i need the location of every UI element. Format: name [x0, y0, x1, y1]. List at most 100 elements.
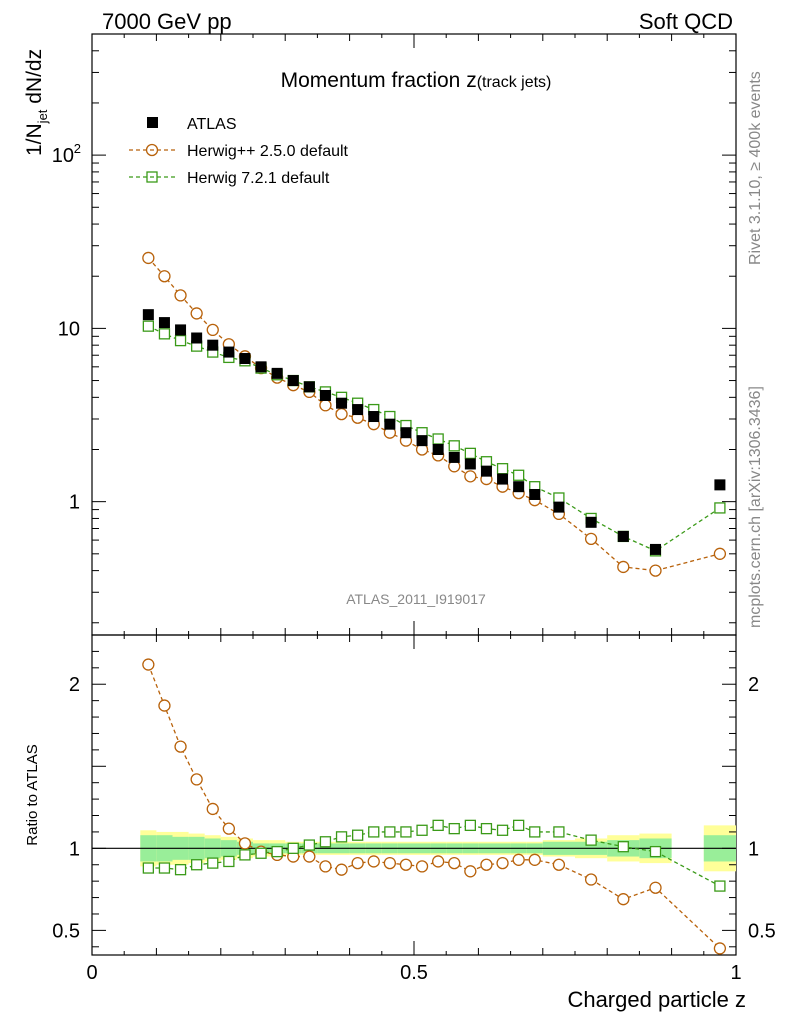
atlas-main-point	[142, 309, 154, 321]
ratio-y-tick-label-right: 1	[748, 838, 759, 860]
analysis-id: ATLAS_2011_I919017	[346, 591, 486, 607]
herwig7-ratio-point	[158, 862, 171, 874]
atlas-main-point	[529, 488, 541, 500]
herwig7-ratio-point	[480, 822, 493, 835]
atlas-main-point	[223, 346, 235, 358]
herwigpp-main-point	[319, 399, 332, 412]
herwig7-ratio-point	[142, 862, 155, 874]
atlas-main-point	[432, 443, 444, 455]
herwigpp-ratio-point	[496, 856, 509, 870]
herwig7-main-point	[432, 433, 444, 445]
herwigpp-ratio-point	[222, 822, 236, 835]
ratio-series	[142, 658, 727, 955]
herwigpp-main-point	[649, 564, 662, 577]
herwig7-ratio-point	[335, 831, 348, 843]
herwigpp-main-point	[174, 289, 187, 302]
herwigpp-ratio-point	[584, 873, 598, 886]
atlas-main-point	[303, 381, 315, 393]
ratio-y-tick-label-right: 2	[748, 674, 759, 696]
herwigpp-ratio-point	[383, 856, 397, 870]
herwig7-ratio-point	[400, 826, 412, 838]
herwig7-ratio-point	[496, 824, 509, 836]
plot-title-var: z	[466, 69, 477, 92]
y-axis-label: 1/Njet dN/dz	[23, 49, 50, 156]
herwigpp-main-point	[190, 307, 203, 320]
atlas-main-point	[287, 375, 299, 387]
herwig7-main-point	[448, 440, 460, 452]
atlas-main-point	[416, 435, 428, 447]
atlas-main-point	[319, 389, 331, 401]
herwig7-ratio-point	[432, 819, 444, 832]
atlas-main-point	[158, 317, 170, 329]
herwigpp-ratio-point	[552, 858, 566, 871]
herwigpp-ratio-point	[713, 942, 727, 955]
atlas-main-point	[585, 516, 597, 528]
herwigpp-ratio-line	[147, 664, 721, 949]
side-mcplots-text: mcplots.cern.ch [arXiv:1306.3436]	[747, 386, 764, 628]
herwig7-main-point	[496, 463, 509, 475]
herwigpp-ratio-point	[617, 893, 630, 906]
herwigpp-ratio-point	[367, 855, 380, 868]
ratio-uncertainty-bands	[92, 825, 736, 872]
herwigpp-main-point	[713, 547, 727, 560]
herwigpp-ratio-point	[415, 860, 429, 873]
legend-herwigpp-marker	[145, 143, 159, 157]
atlas-main-point	[714, 479, 726, 491]
herwigpp-ratio-point	[190, 773, 203, 786]
herwigpp-ratio-point	[174, 740, 187, 753]
herwig7-main-point	[174, 334, 187, 347]
atlas-main-point	[617, 530, 629, 542]
atlas-main-point	[207, 339, 219, 351]
herwigpp-main-point	[206, 323, 219, 337]
herwig7-ratio-point	[287, 842, 299, 854]
herwig7-ratio-point	[351, 829, 364, 841]
herwigpp-ratio-point	[319, 860, 332, 873]
atlas-main-point	[175, 324, 187, 336]
herwig7-ratio-point	[319, 836, 332, 848]
herwigpp-ratio-point	[142, 658, 155, 671]
herwigpp-ratio-point	[335, 863, 348, 876]
herwigpp-ratio-point	[399, 858, 413, 871]
herwigpp-ratio-point	[351, 856, 364, 870]
legend-herwig7-label: Herwig 7.2.1 default	[187, 170, 330, 187]
herwigpp-main-point	[142, 251, 155, 265]
atlas-main-point	[650, 543, 661, 555]
herwig7-ratio-point	[174, 864, 187, 876]
atlas-main-point	[255, 361, 267, 373]
herwig7-ratio-point	[529, 826, 541, 838]
herwigpp-main-point	[158, 270, 171, 283]
herwigpp-ratio-point	[528, 853, 541, 866]
atlas-main-point	[384, 418, 396, 430]
herwigpp-main-line	[147, 257, 721, 572]
atlas-main-point	[497, 473, 509, 485]
plot-title-sub: (track jets)	[477, 74, 552, 91]
herwig7-ratio-point	[448, 822, 460, 835]
y-axis-label-sub: jet	[35, 109, 50, 124]
ratio-y-axis-label: Ratio to ATLAS	[24, 744, 41, 845]
herwigpp-main-point	[584, 532, 598, 546]
header-left: 7000 GeV pp	[102, 9, 232, 34]
herwigpp-main-point	[335, 407, 348, 421]
herwig7-ratio-point	[271, 845, 283, 858]
herwigpp-ratio-point	[303, 850, 316, 863]
herwig7-main-point	[553, 492, 565, 504]
atlas-main-point	[239, 353, 251, 365]
herwig7-ratio-point	[585, 834, 597, 846]
herwig7-main-point	[714, 502, 726, 514]
herwig7-ratio-point	[303, 839, 316, 851]
x-tick-label: 0	[86, 962, 97, 984]
herwig7-ratio-point	[239, 849, 251, 861]
herwigpp-ratio-point	[480, 858, 493, 871]
ratio-y-tick-label: 1	[69, 838, 80, 860]
herwigpp-main-point	[464, 470, 477, 483]
herwig7-ratio-point	[207, 857, 219, 869]
herwig7-ratio-point	[513, 819, 525, 832]
y-tick-label: 10	[58, 318, 80, 340]
y-axis-label-rest: dN/dz	[23, 49, 46, 110]
atlas-main-point	[191, 332, 203, 344]
atlas-main-point	[448, 451, 460, 463]
herwig7-ratio-point	[384, 826, 396, 838]
plot-title-main: Momentum fraction	[281, 69, 467, 92]
